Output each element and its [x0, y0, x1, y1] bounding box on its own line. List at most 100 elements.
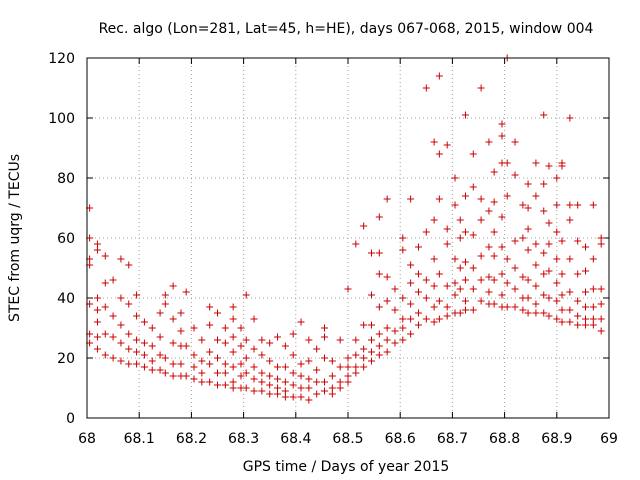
- data-point: [443, 282, 451, 290]
- data-point: [148, 366, 156, 374]
- data-point: [344, 285, 352, 293]
- data-point: [511, 237, 519, 245]
- data-point: [443, 141, 451, 149]
- data-point: [161, 291, 169, 299]
- data-point: [140, 351, 148, 359]
- data-point: [250, 315, 258, 323]
- y-axis-label: STEC from uqrg / TECUs: [7, 154, 23, 322]
- data-point: [430, 138, 438, 146]
- data-point: [190, 351, 198, 359]
- data-point: [574, 237, 582, 245]
- data-point: [558, 318, 566, 326]
- data-point: [553, 255, 561, 263]
- data-point: [589, 285, 597, 293]
- data-point: [161, 369, 169, 377]
- data-point: [461, 111, 469, 119]
- data-point: [190, 375, 198, 383]
- data-point: [558, 291, 566, 299]
- x-axis-label: GPS time / Days of year 2015: [243, 459, 450, 475]
- data-point: [503, 159, 511, 167]
- data-point: [352, 240, 360, 248]
- data-point: [352, 369, 360, 377]
- data-point: [574, 312, 582, 320]
- data-point: [399, 324, 407, 332]
- data-point: [451, 201, 459, 209]
- data-point: [589, 303, 597, 311]
- data-point: [221, 339, 229, 347]
- data-point: [156, 351, 164, 359]
- data-point: [214, 381, 221, 389]
- data-point: [582, 288, 590, 296]
- data-point: [451, 174, 459, 182]
- data-point: [117, 339, 125, 347]
- data-point: [117, 357, 125, 365]
- data-point: [430, 303, 438, 311]
- data-point: [422, 294, 430, 302]
- data-point: [582, 267, 590, 275]
- data-point: [297, 393, 305, 401]
- data-point: [451, 291, 459, 299]
- data-point: [93, 333, 101, 341]
- data-point: [524, 294, 532, 302]
- data-point: [407, 195, 415, 203]
- x-tick-label: 69: [600, 431, 618, 447]
- data-point: [367, 348, 375, 356]
- data-point: [469, 264, 477, 272]
- data-point: [198, 369, 206, 377]
- data-point: [524, 246, 532, 254]
- data-point: [435, 315, 443, 323]
- data-point: [519, 273, 527, 281]
- data-point: [281, 342, 289, 350]
- data-point: [532, 240, 540, 248]
- y-tick-label: 40: [57, 291, 75, 307]
- data-point: [237, 372, 245, 380]
- x-tick-label: 68.4: [280, 431, 311, 447]
- data-point: [281, 393, 289, 401]
- data-point: [148, 357, 156, 365]
- data-point: [328, 372, 336, 380]
- data-point: [589, 321, 597, 329]
- data-point: [477, 297, 485, 305]
- data-point: [237, 324, 245, 332]
- data-point: [597, 300, 605, 308]
- y-tick-label: 120: [48, 51, 75, 67]
- data-point: [461, 258, 469, 266]
- data-point: [352, 363, 360, 371]
- data-point: [93, 345, 101, 353]
- data-point: [274, 390, 282, 398]
- data-point: [242, 291, 250, 299]
- data-point: [383, 336, 391, 344]
- data-point: [266, 339, 274, 347]
- x-tick-labels: 68 68.1 68.2 68.3 68.4 68.5 68.6 68.7 68.8 68.9 69: [78, 431, 618, 447]
- data-point: [498, 270, 506, 278]
- chart-title: Rec. algo (Lon=281, Lat=45, h=HE), days …: [99, 21, 594, 37]
- data-point: [237, 360, 245, 368]
- data-point: [321, 333, 329, 341]
- data-point: [485, 288, 493, 296]
- data-point: [435, 150, 443, 158]
- data-point: [206, 378, 214, 386]
- y-tick-label: 100: [48, 111, 75, 127]
- data-point: [519, 234, 527, 242]
- data-point: [383, 297, 391, 305]
- x-tick-label: 68.8: [489, 431, 520, 447]
- data-point: [582, 321, 590, 329]
- data-point: [498, 120, 506, 128]
- data-point: [281, 363, 289, 371]
- data-point: [328, 384, 336, 392]
- x-tick-label: 68.5: [332, 431, 363, 447]
- data-point: [93, 240, 101, 248]
- data-point: [597, 285, 605, 293]
- data-point: [360, 321, 368, 329]
- data-point: [469, 285, 477, 293]
- data-point: [375, 342, 383, 350]
- data-point: [597, 234, 605, 242]
- x-tick-label: 68.6: [385, 431, 416, 447]
- data-point: [422, 276, 430, 284]
- data-point: [156, 309, 164, 317]
- data-point: [242, 384, 250, 392]
- data-point: [206, 348, 214, 356]
- data-point: [360, 222, 368, 230]
- data-point: [545, 267, 553, 275]
